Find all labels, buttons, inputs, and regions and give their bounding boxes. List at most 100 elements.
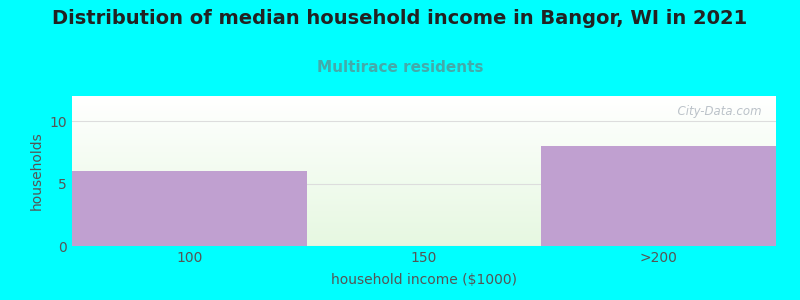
Bar [72,157,776,158]
Bar [72,138,776,139]
Bar [72,153,776,154]
Bar [72,244,776,245]
Bar [72,220,776,221]
Bar [72,165,776,166]
Bar [72,181,776,182]
Bar [72,198,776,199]
Bar [72,132,776,133]
Bar [72,136,776,137]
Bar [72,116,776,117]
Bar [72,227,776,228]
Bar [72,200,776,201]
Bar [72,133,776,134]
Bar [72,126,776,127]
Bar [72,209,776,210]
Bar [72,139,776,140]
Bar [72,228,776,229]
Bar [72,162,776,163]
Text: Distribution of median household income in Bangor, WI in 2021: Distribution of median household income … [52,9,748,28]
Bar [72,226,776,227]
Bar [72,131,776,132]
Bar [72,241,776,242]
Y-axis label: households: households [30,132,44,210]
Bar [72,113,776,114]
Bar [72,117,776,118]
Bar [72,108,776,109]
Bar [72,121,776,122]
Bar [72,114,776,115]
Bar [72,135,776,136]
Bar [72,204,776,205]
Bar [72,184,776,185]
Bar [72,215,776,216]
Bar [72,151,776,152]
Bar [72,237,776,238]
Bar [72,185,776,186]
Bar [72,170,776,171]
Bar [72,234,776,235]
Bar [72,112,776,113]
Bar [72,101,776,102]
Bar [72,218,776,219]
Bar [72,201,776,202]
Bar [72,122,776,123]
Bar [72,214,776,215]
Bar [72,188,776,189]
Bar [72,115,776,116]
Bar [72,179,776,180]
Bar [72,97,776,98]
Bar [72,169,776,170]
Bar [72,229,776,230]
Bar [72,180,776,181]
Bar [72,167,776,168]
Bar [72,240,776,241]
Bar [72,171,306,246]
Bar [72,118,776,119]
Bar [72,107,776,108]
Bar [72,197,776,198]
Bar [72,223,776,224]
Bar [72,230,776,231]
Bar [72,191,776,192]
Bar [72,187,776,188]
Bar [72,104,776,105]
Bar [72,137,776,138]
Bar [72,242,776,243]
Bar [72,125,776,126]
Bar [72,224,776,225]
Bar [72,142,776,143]
Bar [72,171,776,172]
Bar [72,173,776,174]
Bar [72,238,776,239]
Bar [72,159,776,160]
Bar [72,202,776,203]
Bar [72,102,776,103]
Bar [72,105,776,106]
Bar [72,235,776,236]
Bar [72,103,776,104]
Bar [72,111,776,112]
Bar [72,221,776,222]
Bar [72,189,776,190]
Bar [72,176,776,177]
Bar [72,196,776,197]
Bar [72,110,776,111]
Bar [72,146,776,147]
Bar [72,210,776,211]
Bar [72,124,776,125]
Bar [72,219,776,220]
Bar [72,140,776,141]
Bar [72,148,776,149]
Bar [72,177,776,178]
Bar [72,168,776,169]
Bar [72,100,776,101]
Bar [72,207,776,208]
Bar [72,143,776,144]
Bar [72,145,776,146]
Bar [72,243,776,244]
Bar [72,154,776,155]
Text: City-Data.com: City-Data.com [670,105,762,118]
Bar [72,222,776,223]
Bar [72,98,776,99]
Bar [72,174,776,175]
